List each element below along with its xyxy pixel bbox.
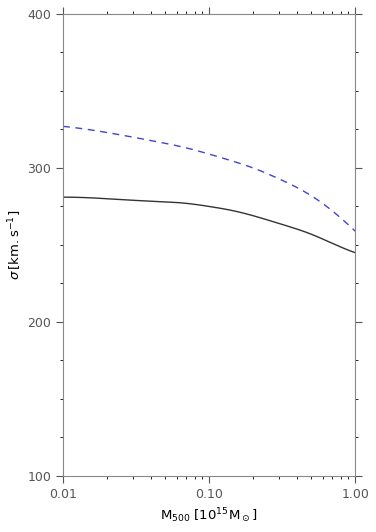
X-axis label: M$_{\mathregular{500}}$ $[10^{\mathregular{15}}$M$_\odot]$: M$_{\mathregular{500}}$ $[10^{\mathregul…	[160, 506, 258, 525]
Y-axis label: $\sigma\,[\mathregular{km.s}^{\mathregular{-1}}]$: $\sigma\,[\mathregular{km.s}^{\mathregul…	[7, 210, 24, 280]
